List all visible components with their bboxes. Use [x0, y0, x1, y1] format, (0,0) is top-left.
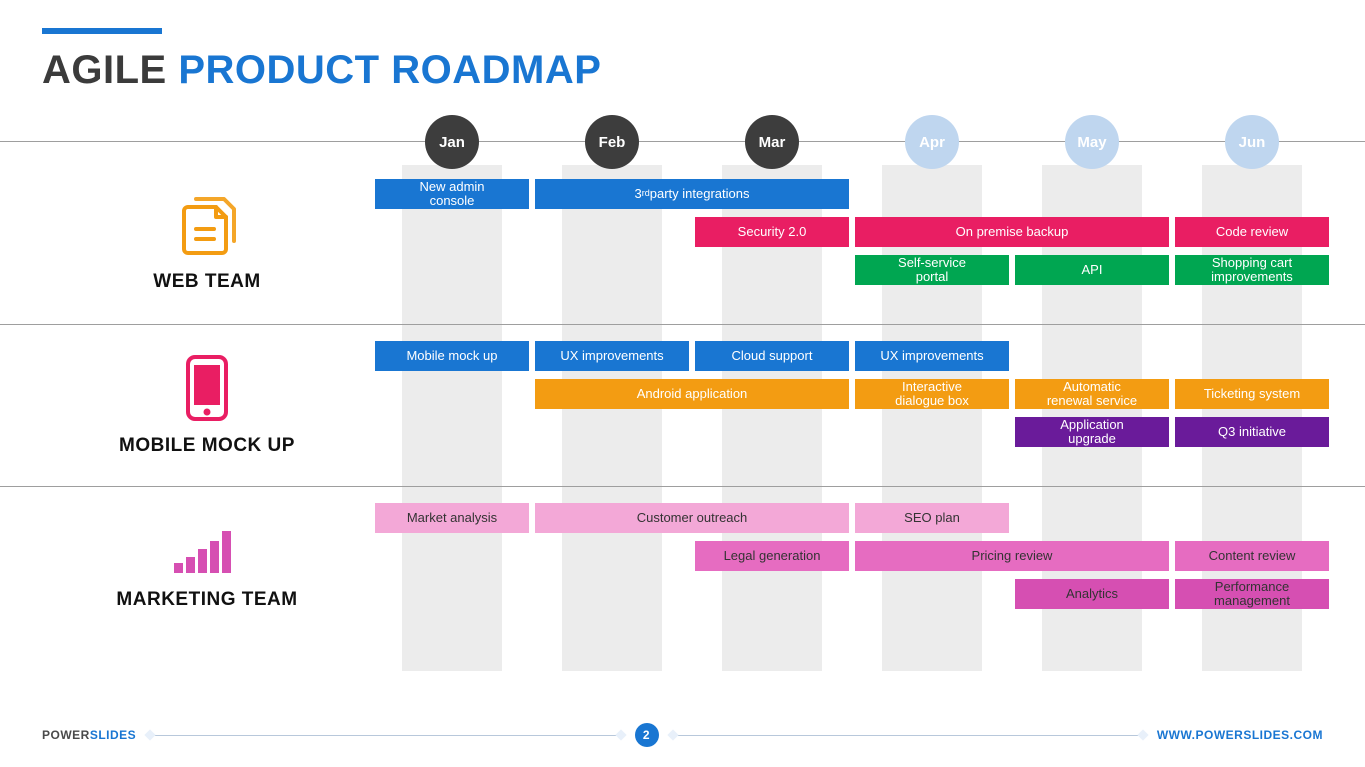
accent-bar	[42, 28, 162, 34]
footer: POWERSLIDES 2 WWW.POWERSLIDES.COM	[42, 723, 1323, 747]
months-header: JanFebMarAprMayJun	[372, 119, 1323, 163]
task-bar: Shopping cartimprovements	[1175, 255, 1329, 285]
lane-title: WEB TEAM	[153, 271, 260, 293]
month-badge: May	[1065, 115, 1119, 169]
title-part-a: AGILE	[42, 48, 178, 92]
task-bar: Q3 initiative	[1175, 417, 1329, 447]
swimlanes: WEB TEAM New adminconsole3rd party integr…	[42, 163, 1323, 649]
task-bar: Mobile mock up	[375, 341, 529, 371]
month-badge: Mar	[745, 115, 799, 169]
month-badge: Jan	[425, 115, 479, 169]
task-bar: Code review	[1175, 217, 1329, 247]
lane-tracks: Market analysisCustomer outreachSEO plan…	[372, 487, 1323, 649]
task-bar: SEO plan	[855, 503, 1009, 533]
bars-icon	[172, 525, 242, 575]
lane-label: MOBILE MOCK UP	[42, 325, 372, 487]
footer-url: WWW.POWERSLIDES.COM	[1157, 728, 1323, 742]
task-bar: 3rd party integrations	[535, 179, 849, 209]
swimlane-mobile: MOBILE MOCK UPMobile mock upUX improveme…	[42, 325, 1323, 487]
brand: POWERSLIDES	[42, 728, 136, 742]
task-bar: Security 2.0	[695, 217, 849, 247]
task-bar: Automaticrenewal service	[1015, 379, 1169, 409]
lane-label: MARKETING TEAM	[42, 487, 372, 649]
task-bar: Cloud support	[695, 341, 849, 371]
month-badge: Jun	[1225, 115, 1279, 169]
footer-line-right	[673, 735, 1143, 736]
task-bar: UX improvements	[855, 341, 1009, 371]
swimlane-marketing: MARKETING TEAM Market analysisCustomer ou…	[42, 487, 1323, 649]
roadmap: JanFebMarAprMayJun WEB TEAM New admincons…	[42, 119, 1323, 649]
month-badge: Feb	[585, 115, 639, 169]
lane-tracks: Mobile mock upUX improvementsCloud suppo…	[372, 325, 1323, 487]
page-number: 2	[635, 723, 659, 747]
task-bar: Performancemanagement	[1175, 579, 1329, 609]
document-icon	[174, 195, 240, 257]
page-title: AGILE PRODUCT ROADMAP	[42, 48, 1323, 93]
lane-title: MARKETING TEAM	[116, 589, 297, 611]
lane-label: WEB TEAM	[42, 163, 372, 325]
slide: AGILE PRODUCT ROADMAP JanFebMarAprMayJun…	[0, 0, 1365, 649]
task-bar: Ticketing system	[1175, 379, 1329, 409]
task-bar: Android application	[535, 379, 849, 409]
swimlane-web: WEB TEAM New adminconsole3rd party integr…	[42, 163, 1323, 325]
task-bar: Legal generation	[695, 541, 849, 571]
footer-line-left	[150, 735, 620, 736]
month-badge: Apr	[905, 115, 959, 169]
brand-a: POWER	[42, 728, 90, 742]
task-bar: API	[1015, 255, 1169, 285]
task-bar: Market analysis	[375, 503, 529, 533]
title-part-b: PRODUCT ROADMAP	[178, 48, 601, 92]
task-bar: UX improvements	[535, 341, 689, 371]
task-bar: Pricing review	[855, 541, 1169, 571]
task-bar: Self-serviceportal	[855, 255, 1009, 285]
brand-b: SLIDES	[90, 728, 136, 742]
task-bar: Applicationupgrade	[1015, 417, 1169, 447]
task-bar: Analytics	[1015, 579, 1169, 609]
phone-icon	[184, 355, 230, 421]
task-bar: New adminconsole	[375, 179, 529, 209]
task-bar: On premise backup	[855, 217, 1169, 247]
task-bar: Content review	[1175, 541, 1329, 571]
lane-title: MOBILE MOCK UP	[119, 435, 295, 457]
task-bar: Customer outreach	[535, 503, 849, 533]
task-bar: Interactivedialogue box	[855, 379, 1009, 409]
lane-tracks: New adminconsole3rd party integrations Se…	[372, 163, 1323, 325]
